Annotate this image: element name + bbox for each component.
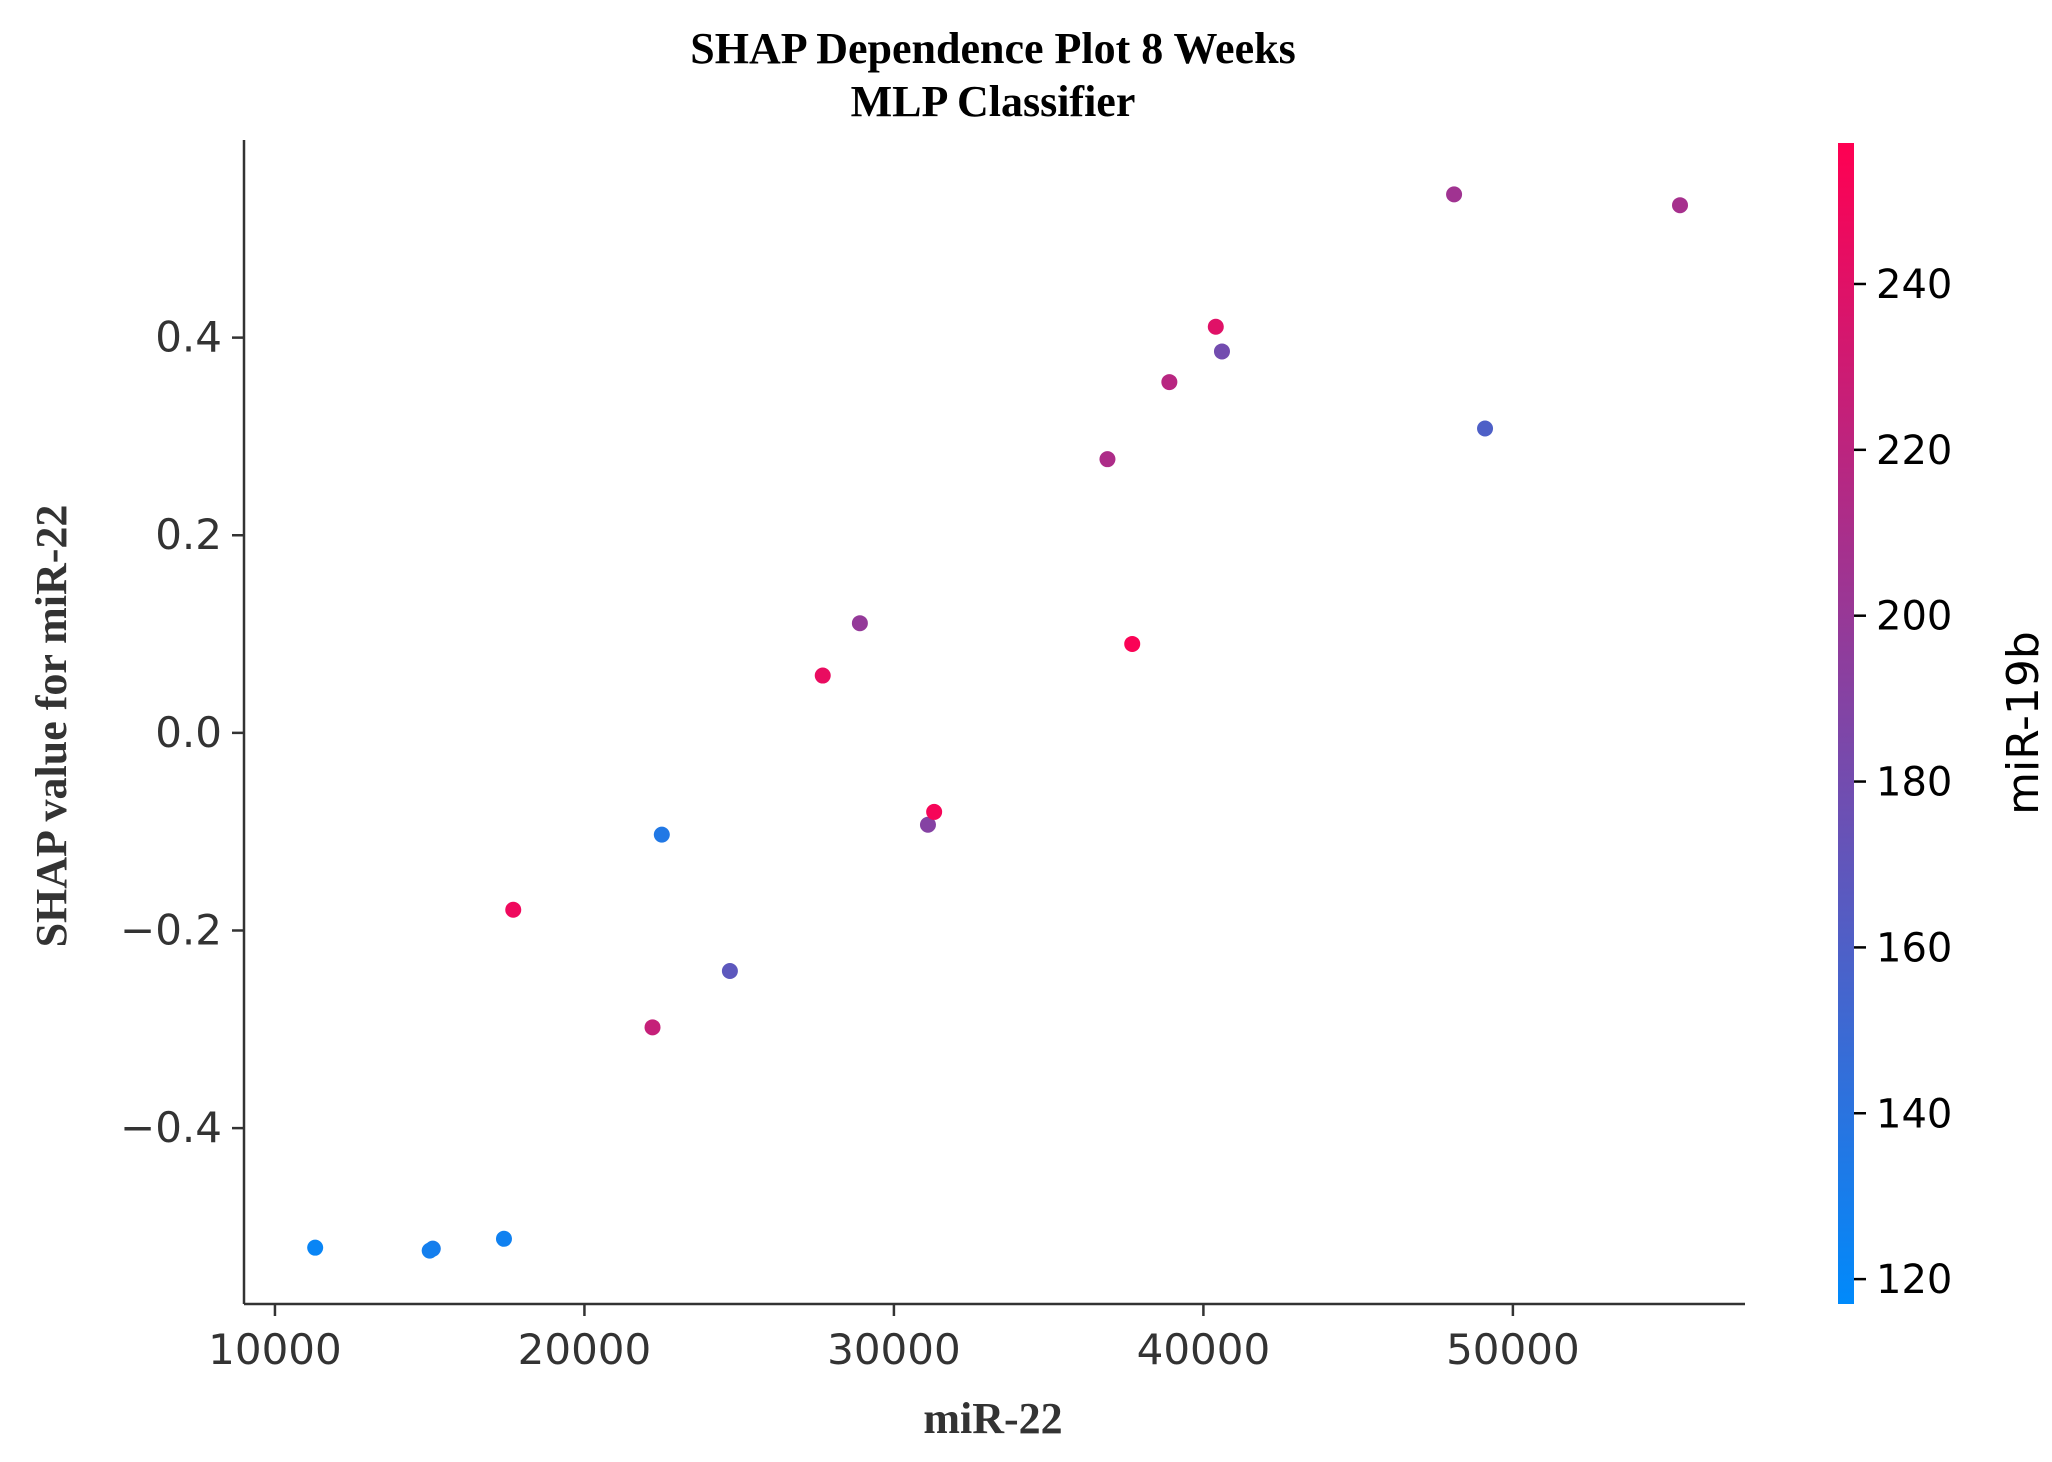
y-axis-label: SHAP value for miR-22 [27, 505, 76, 948]
x-tick-label: 20000 [518, 1325, 652, 1374]
scatter-point [1099, 451, 1116, 468]
scatter-point [307, 1239, 324, 1256]
chart-subtitle: MLP Classifier [851, 77, 1136, 126]
x-axis-label: miR-22 [923, 1394, 1062, 1443]
colorbar-tick-label: 160 [1876, 925, 1952, 971]
colorbar-tick-label: 120 [1876, 1257, 1952, 1303]
y-tick-label: −0.2 [120, 905, 222, 954]
colorbar-tick-label: 240 [1876, 262, 1952, 308]
scatter-point [1161, 374, 1178, 391]
scatter-point [644, 1019, 661, 1036]
x-tick-label: 30000 [827, 1325, 961, 1374]
scatter-points [307, 186, 1689, 1259]
scatter-point [814, 667, 831, 684]
scatter-point [495, 1230, 512, 1247]
scatter-point [653, 826, 670, 843]
scatter-point [1477, 420, 1494, 437]
scatter-point [1207, 318, 1224, 335]
y-axis-ticks: 0.4 0.2 0.0 −0.2 −0.4 [120, 313, 244, 1152]
scatter-point [926, 803, 943, 820]
scatter-point [505, 901, 522, 918]
colorbar-ticks: 120 140 160 180 200 220 240 [1854, 262, 1952, 1303]
y-tick-label: 0.4 [155, 313, 222, 362]
x-tick-label: 40000 [1137, 1325, 1271, 1374]
y-tick-label: −0.4 [120, 1103, 222, 1152]
y-tick-label: 0.2 [155, 510, 222, 559]
scatter-point [721, 963, 738, 980]
chart-title: SHAP Dependence Plot 8 Weeks [690, 24, 1295, 73]
y-tick-label: 0.0 [155, 708, 222, 757]
colorbar-tick-label: 200 [1876, 594, 1952, 640]
colorbar-tick-label: 220 [1876, 428, 1952, 474]
scatter-point [1672, 197, 1689, 214]
scatter-point [1446, 186, 1463, 203]
x-axis-ticks: 10000 20000 30000 40000 50000 [208, 1304, 1580, 1374]
scatter-point [919, 816, 936, 833]
colorbar-tick-label: 140 [1876, 1091, 1952, 1137]
x-tick-label: 50000 [1446, 1325, 1580, 1374]
x-tick-label: 10000 [208, 1325, 342, 1374]
colorbar-tick-label: 180 [1876, 760, 1952, 806]
colorbar-label: miR-19b [1998, 631, 2049, 815]
scatter-point [851, 615, 868, 632]
scatter-point [1213, 343, 1230, 360]
colorbar [1838, 143, 1854, 1304]
scatter-point [1124, 635, 1141, 652]
scatter-point [421, 1242, 438, 1259]
